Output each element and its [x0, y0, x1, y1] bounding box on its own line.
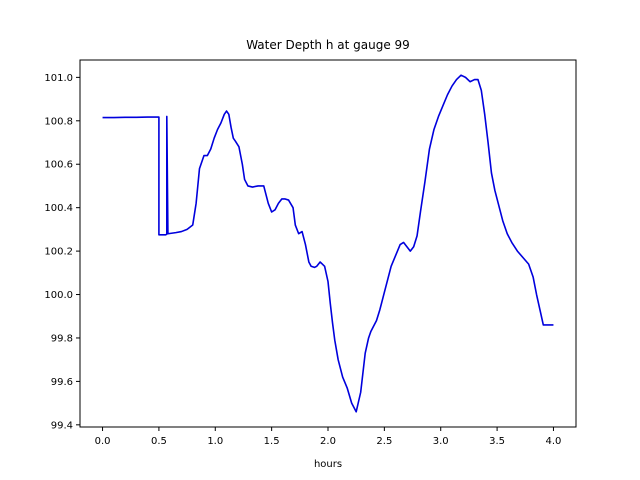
x-tick-label: 1.5	[264, 436, 280, 447]
x-tick-label: 2.5	[376, 436, 392, 447]
x-tick-label: 4.0	[546, 436, 562, 447]
x-tick-label: 1.0	[207, 436, 223, 447]
y-axis-ticks: 99.4 99.6 99.8 100.0 100.2 100.4 100.6 100.8 101…	[44, 73, 80, 431]
y-tick-label: 100.8	[44, 116, 73, 127]
y-tick-label: 99.4	[51, 420, 73, 431]
x-axis-ticks: 0.0 0.5 1.0 1.5 2.0 2.5 3.0 3.5 4.0	[95, 427, 562, 447]
y-tick-label: 100.4	[44, 203, 73, 214]
y-tick-label: 100.0	[44, 290, 73, 301]
y-tick-label: 101.0	[44, 73, 73, 84]
x-tick-label: 3.0	[433, 436, 449, 447]
x-axis-label: hours	[314, 459, 342, 470]
y-tick-label: 99.8	[51, 333, 73, 344]
x-tick-label: 0.5	[151, 436, 167, 447]
series-line	[102, 74, 554, 413]
x-tick-label: 2.0	[320, 436, 336, 447]
x-tick-label: 3.5	[489, 436, 505, 447]
y-tick-label: 100.2	[44, 247, 73, 258]
y-tick-label: 99.6	[51, 377, 73, 388]
x-tick-label: 0.0	[95, 436, 111, 447]
plot-area	[102, 74, 554, 413]
y-tick-label: 100.6	[44, 160, 73, 171]
chart-title: Water Depth h at gauge 99	[246, 38, 410, 52]
